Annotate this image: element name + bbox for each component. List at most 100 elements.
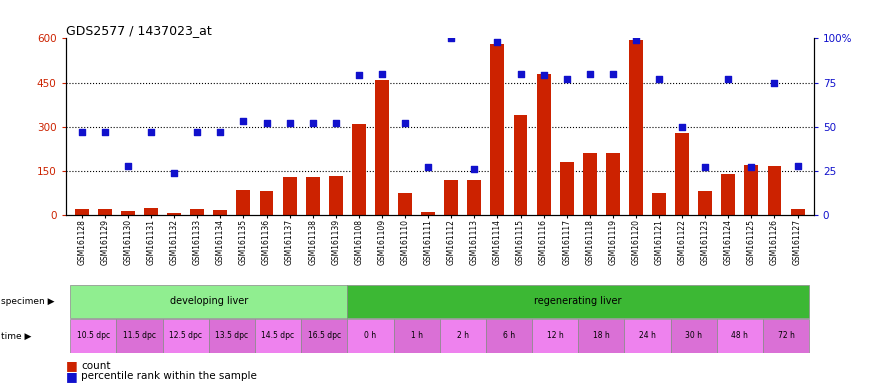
Point [121, 162, 135, 169]
Point [329, 120, 343, 126]
Point [721, 76, 735, 82]
Text: 1 h: 1 h [410, 331, 423, 341]
Point [74, 129, 88, 135]
Bar [486, 319, 532, 353]
Point [214, 129, 228, 135]
Point [676, 124, 690, 130]
Bar [301, 319, 347, 353]
Bar [467, 180, 481, 215]
Bar [347, 285, 809, 318]
Bar [444, 180, 458, 215]
Point [305, 120, 319, 126]
Bar [652, 193, 666, 215]
Text: 18 h: 18 h [593, 331, 610, 341]
Text: GDS2577 / 1437023_at: GDS2577 / 1437023_at [66, 24, 212, 37]
Point [144, 129, 158, 135]
Text: 11.5 dpc: 11.5 dpc [123, 331, 156, 341]
Bar [560, 162, 574, 215]
Point [536, 73, 550, 79]
Bar [167, 213, 181, 215]
Point [583, 71, 597, 77]
Text: ■: ■ [66, 370, 77, 383]
Text: specimen ▶: specimen ▶ [1, 297, 54, 306]
Text: 12 h: 12 h [547, 331, 564, 341]
Point [698, 164, 712, 170]
Point [236, 118, 250, 124]
Bar [717, 319, 763, 353]
Bar [191, 209, 204, 215]
Bar [144, 208, 158, 215]
Bar [260, 191, 274, 215]
Text: 10.5 dpc: 10.5 dpc [77, 331, 110, 341]
Point [791, 162, 805, 169]
Text: ■: ■ [66, 359, 77, 372]
Text: 14.5 dpc: 14.5 dpc [262, 331, 295, 341]
Bar [398, 193, 412, 215]
Bar [394, 319, 440, 353]
Bar [583, 153, 597, 215]
Point [767, 79, 781, 86]
Text: percentile rank within the sample: percentile rank within the sample [81, 371, 257, 381]
Bar [163, 319, 209, 353]
Text: 24 h: 24 h [639, 331, 656, 341]
Bar [491, 44, 504, 215]
Point [467, 166, 481, 172]
Bar [536, 74, 550, 215]
Text: 6 h: 6 h [503, 331, 515, 341]
Bar [375, 79, 388, 215]
Bar [283, 177, 297, 215]
Bar [255, 319, 301, 353]
Bar [121, 210, 135, 215]
Bar [75, 209, 88, 215]
Text: regenerating liver: regenerating liver [535, 296, 622, 306]
Text: 30 h: 30 h [685, 331, 702, 341]
Point [167, 170, 181, 176]
Bar [629, 40, 643, 215]
Text: 2 h: 2 h [457, 331, 469, 341]
Bar [698, 192, 712, 215]
Bar [305, 177, 319, 215]
Point [560, 76, 574, 82]
Bar [578, 319, 625, 353]
Point [444, 35, 458, 41]
Text: 0 h: 0 h [364, 331, 376, 341]
Bar [236, 190, 250, 215]
Bar [670, 319, 717, 353]
Point [629, 37, 643, 43]
Bar [721, 174, 735, 215]
Bar [421, 212, 435, 215]
Text: time ▶: time ▶ [1, 331, 31, 341]
Text: count: count [81, 361, 111, 371]
Bar [606, 153, 620, 215]
Bar [329, 176, 343, 215]
Point [190, 129, 204, 135]
Point [283, 120, 297, 126]
Point [260, 120, 274, 126]
Text: 13.5 dpc: 13.5 dpc [215, 331, 248, 341]
Point [652, 76, 666, 82]
Bar [70, 285, 347, 318]
Bar [352, 124, 366, 215]
Bar [791, 209, 804, 215]
Point [514, 71, 528, 77]
Bar [767, 167, 781, 215]
Bar [763, 319, 809, 353]
Point [421, 164, 435, 170]
Bar [214, 210, 228, 215]
Point [98, 129, 112, 135]
Point [375, 71, 389, 77]
Point [398, 120, 412, 126]
Bar [209, 319, 255, 353]
Bar [532, 319, 578, 353]
Bar [514, 115, 528, 215]
Bar [676, 132, 690, 215]
Point [745, 164, 759, 170]
Bar [98, 209, 112, 215]
Bar [347, 319, 394, 353]
Bar [625, 319, 670, 353]
Text: 48 h: 48 h [732, 331, 748, 341]
Text: 16.5 dpc: 16.5 dpc [308, 331, 340, 341]
Text: 12.5 dpc: 12.5 dpc [169, 331, 202, 341]
Text: 72 h: 72 h [778, 331, 794, 341]
Point [490, 39, 504, 45]
